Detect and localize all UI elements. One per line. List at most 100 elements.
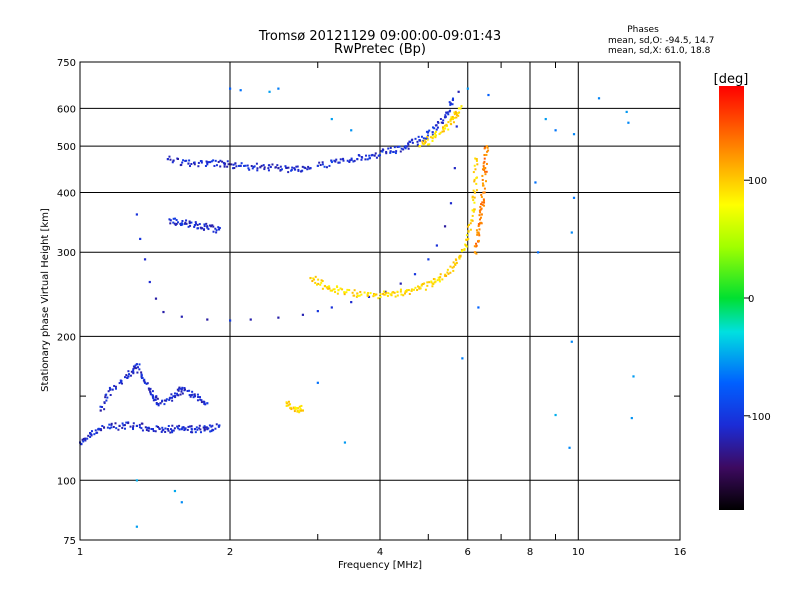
data-point [473, 191, 477, 194]
data-point [568, 446, 571, 449]
data-point [485, 170, 488, 173]
data-point [448, 101, 451, 104]
data-point [99, 428, 102, 431]
data-point [434, 132, 437, 135]
data-point [475, 177, 478, 180]
data-point [468, 223, 471, 226]
data-point [193, 393, 196, 396]
data-point [304, 167, 307, 170]
data-point [627, 121, 630, 124]
data-point [483, 204, 486, 207]
data-point [171, 429, 174, 432]
data-point [206, 163, 209, 166]
data-point [379, 296, 382, 299]
data-point [184, 221, 187, 224]
data-point [169, 396, 172, 399]
data-point [227, 163, 230, 166]
data-point [343, 441, 347, 444]
data-point [483, 160, 486, 163]
data-point [406, 289, 409, 292]
data-point [482, 198, 485, 201]
data-point [249, 318, 252, 321]
data-point [423, 139, 426, 142]
data-point [166, 158, 169, 161]
data-point [135, 363, 138, 366]
data-point [162, 310, 165, 314]
data-point [184, 388, 187, 391]
data-point [177, 427, 180, 430]
x-axis-label: Frequency [MHz] [338, 560, 422, 571]
data-point [140, 371, 143, 374]
data-point [412, 288, 415, 291]
data-point [143, 380, 146, 383]
data-point [206, 161, 209, 164]
data-point [221, 160, 224, 163]
data-point [483, 147, 486, 150]
data-point [337, 289, 340, 292]
data-point [200, 161, 203, 164]
data-point [350, 301, 353, 304]
data-point [207, 228, 210, 231]
data-point [145, 382, 148, 385]
data-point [478, 209, 481, 212]
data-point [348, 289, 351, 292]
data-point [466, 87, 469, 90]
data-point [443, 225, 447, 228]
data-point [243, 164, 246, 167]
data-point [417, 135, 420, 138]
data-point [279, 168, 282, 171]
data-point [110, 423, 113, 426]
data-point [449, 271, 452, 274]
stats-o: mean, sd,O: -94.5, 14.7 [608, 36, 714, 46]
data-point [171, 161, 174, 164]
data-point [267, 167, 270, 170]
data-point [167, 429, 170, 432]
data-point [441, 121, 444, 124]
data-point [209, 161, 212, 164]
data-point [207, 161, 210, 164]
data-point [443, 274, 447, 277]
data-point [453, 113, 456, 116]
data-point [202, 426, 205, 429]
data-point [140, 375, 143, 378]
data-point [173, 489, 177, 493]
data-point [426, 134, 429, 137]
data-point [472, 209, 475, 212]
data-point [196, 393, 199, 396]
data-point [147, 387, 150, 390]
data-point [411, 141, 414, 144]
data-point [139, 237, 142, 241]
data-point [373, 154, 376, 157]
data-point [478, 228, 481, 231]
data-point [239, 164, 242, 167]
data-point [142, 379, 145, 382]
data-point [341, 288, 344, 291]
data-point [111, 388, 114, 391]
data-point [449, 265, 452, 268]
data-point [141, 422, 144, 425]
data-point [197, 396, 200, 399]
data-point [179, 164, 182, 167]
data-point [203, 428, 206, 431]
data-point [377, 297, 380, 300]
data-point [321, 287, 324, 290]
data-point [402, 148, 405, 151]
data-point [448, 110, 451, 113]
data-point [151, 395, 155, 398]
data-point [333, 159, 336, 162]
data-point [211, 424, 214, 427]
data-point [335, 285, 338, 288]
data-point [483, 168, 486, 171]
data-point [132, 367, 135, 370]
data-point [343, 293, 346, 296]
data-point [99, 405, 102, 408]
stats-title: Phases [627, 25, 659, 35]
data-point [300, 409, 303, 412]
data-point [476, 163, 479, 166]
data-point [179, 387, 182, 390]
data-point [121, 426, 124, 429]
data-point [168, 218, 171, 221]
data-point [459, 107, 462, 110]
data-point [484, 167, 487, 170]
data-point [122, 424, 125, 427]
